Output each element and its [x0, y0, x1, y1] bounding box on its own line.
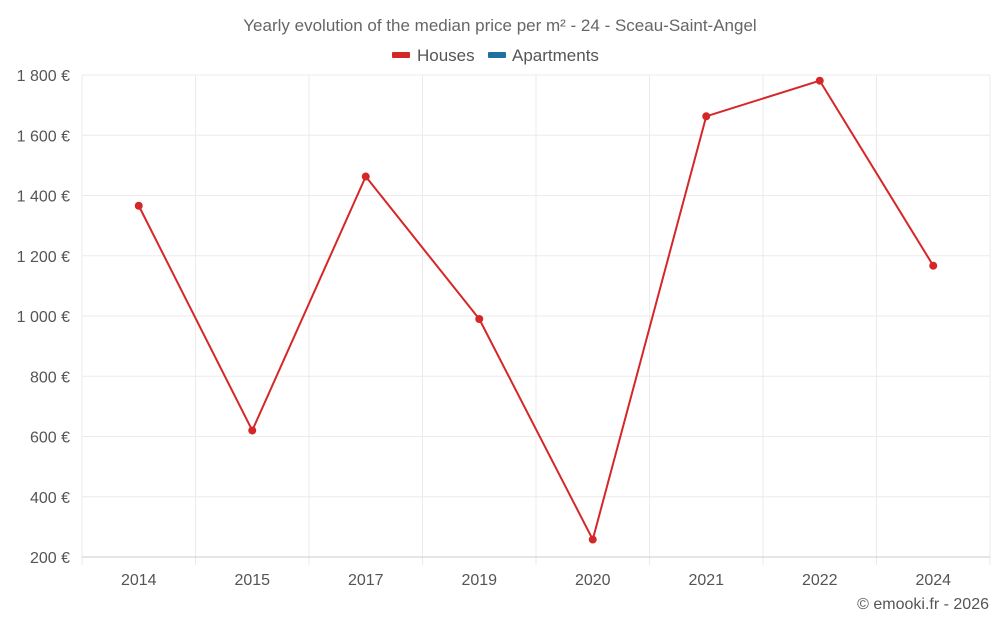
x-tick-label: 2015 — [234, 572, 270, 589]
x-tick-label: 2021 — [688, 572, 724, 589]
legend-item-houses[interactable]: Houses — [392, 46, 475, 65]
legend-item-apartments[interactable]: Apartments — [488, 46, 599, 65]
data-point[interactable] — [361, 172, 370, 181]
data-point[interactable] — [815, 76, 824, 85]
legend-swatch-apartments — [488, 52, 506, 58]
y-tick-label: 200 € — [30, 550, 70, 567]
legend: Houses Apartments — [392, 46, 599, 65]
data-point[interactable] — [588, 535, 597, 544]
credit-text: © emooki.fr - 2026 — [857, 596, 989, 613]
series-houses — [134, 76, 938, 544]
data-point[interactable] — [475, 315, 484, 324]
y-tick-label: 1 800 € — [17, 68, 70, 85]
chart-title: Yearly evolution of the median price per… — [243, 16, 756, 35]
legend-label-houses: Houses — [417, 46, 475, 65]
x-tick-label: 2024 — [915, 572, 951, 589]
x-axis-ticks: 2014 2015 2017 2019 2020 2021 2022 2024 — [121, 572, 951, 589]
series-line — [137, 79, 935, 541]
x-tick-label: 2022 — [802, 572, 838, 589]
data-point[interactable] — [929, 261, 938, 270]
y-tick-label: 1 400 € — [17, 189, 70, 206]
x-tick-label: 2014 — [121, 572, 157, 589]
x-tick-label: 2017 — [348, 572, 384, 589]
y-tick-label: 600 € — [30, 430, 70, 447]
data-point[interactable] — [702, 112, 711, 121]
data-point[interactable] — [248, 426, 257, 435]
x-tick-label: 2019 — [461, 572, 497, 589]
y-tick-label: 1 200 € — [17, 249, 70, 266]
y-tick-label: 1 600 € — [17, 128, 70, 145]
y-axis-ticks: 200 € 400 € 600 € 800 € 1 000 € 1 200 € 1 400 … — [17, 68, 70, 567]
x-tick-label: 2020 — [575, 572, 611, 589]
legend-swatch-houses — [392, 52, 410, 58]
y-tick-label: 400 € — [30, 490, 70, 507]
legend-label-apartments: Apartments — [512, 46, 599, 65]
y-tick-label: 1 000 € — [17, 309, 70, 326]
x-gridlines — [81, 75, 991, 565]
y-tick-label: 800 € — [30, 369, 70, 386]
data-point[interactable] — [134, 201, 143, 210]
